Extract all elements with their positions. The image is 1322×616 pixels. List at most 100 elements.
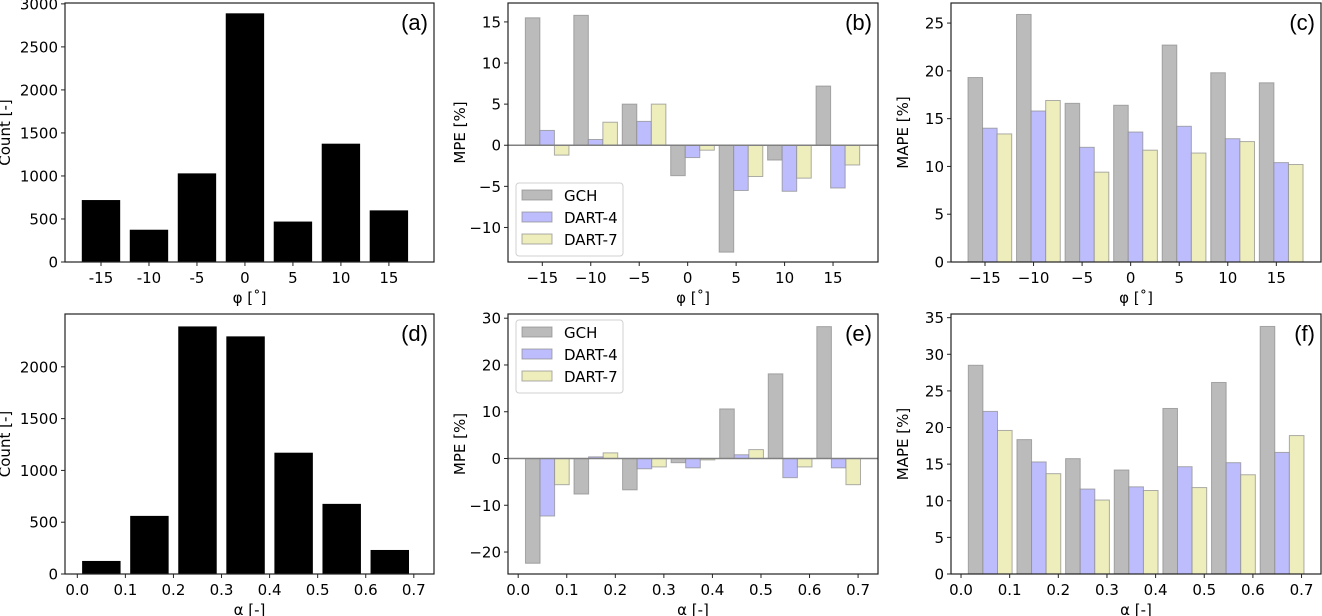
y-tick-label: 20	[925, 419, 944, 437]
y-tick-label: 15	[925, 110, 944, 128]
bar-f-dart-4-4	[1176, 466, 1193, 575]
bar-c-gch-2	[1064, 102, 1081, 263]
x-tick-label: -15	[89, 269, 114, 287]
y-axis-label: Count [-]	[0, 411, 14, 477]
panel-label: (b)	[845, 10, 872, 35]
y-tick-label: 2000	[20, 81, 58, 99]
bar-c-gch-3	[1113, 104, 1129, 263]
bar-b-gch-6	[815, 85, 832, 146]
x-tick-label: −5	[1071, 269, 1093, 287]
x-axis-label: α [-]	[677, 601, 709, 616]
bar-f-dart-7-4	[1191, 487, 1208, 575]
bar-d-4	[274, 452, 313, 574]
bar-f-gch-0	[967, 364, 984, 575]
x-tick-label: 0.3	[1095, 581, 1119, 599]
panel-label: (f)	[1294, 321, 1315, 346]
x-tick-label: 0	[240, 269, 250, 287]
bar-a-2	[177, 173, 217, 262]
y-tick-label: 10	[482, 403, 501, 421]
x-tick-label: 0.6	[1241, 581, 1265, 599]
y-tick-label: 0	[491, 137, 501, 155]
legend-swatch-dart-7	[521, 370, 553, 382]
panel-label: (c)	[1289, 10, 1315, 35]
x-tick-label: 0	[683, 269, 693, 287]
bar-c-dart-4-2	[1079, 146, 1095, 263]
x-tick-label: 5	[731, 269, 741, 287]
y-tick-label: −5	[479, 178, 501, 196]
panel-e: 0.0 0.1 0.2 0.3 0.4 0.5 0.6 0.7 −20 −10 0 10 20 30 α […	[451, 310, 879, 616]
x-tick-label: 0.3	[210, 581, 234, 599]
legend-swatch-gch	[521, 189, 553, 201]
y-tick-label: 1000	[20, 462, 58, 480]
bar-c-dart-7-2	[1093, 171, 1110, 263]
bar-b-dart-4-6	[830, 144, 846, 189]
x-tick-label: 0.0	[65, 581, 89, 599]
x-tick-label: 0.1	[998, 581, 1022, 599]
axes-frame	[507, 313, 879, 575]
bar-e-gch-5	[767, 373, 784, 459]
bar-e-dart-7-6	[845, 457, 862, 486]
x-tick-label: 0.2	[1046, 581, 1070, 599]
y-tick-label: 2500	[20, 38, 58, 56]
bar-c-gch-4	[1161, 44, 1178, 263]
x-tick-label: 0.7	[1290, 581, 1314, 599]
bar-f-dart-4-3	[1128, 486, 1144, 575]
bar-e-dart-4-6	[830, 457, 847, 469]
bar-e-dart-4-0	[539, 457, 556, 517]
bar-b-dart-4-2	[636, 120, 652, 146]
bar-d-2	[178, 326, 217, 574]
bar-e-gch-2	[622, 457, 638, 491]
bar-b-dart-4-3	[684, 144, 701, 159]
bar-e-dart-7-0	[554, 457, 570, 486]
bar-c-dart-7-1	[1045, 99, 1061, 263]
legend-swatch-gch	[521, 326, 553, 338]
bar-f-dart-4-1	[1031, 461, 1047, 575]
bar-f-gch-1	[1016, 439, 1033, 575]
x-tick-label: 15	[379, 269, 398, 287]
bar-b-gch-5	[767, 144, 783, 161]
y-axis-label: MPE [%]	[451, 101, 469, 163]
bar-f-dart-4-6	[1274, 451, 1290, 575]
legend-swatch-dart-4	[521, 348, 553, 360]
y-tick-label: 25	[925, 382, 944, 400]
x-tick-label: 0.0	[949, 581, 973, 599]
bar-b-dart-4-1	[587, 138, 604, 146]
bar-c-gch-6	[1258, 82, 1275, 263]
y-tick-label: 0	[48, 254, 58, 272]
bar-c-dart-7-5	[1239, 141, 1255, 263]
bar-a-6	[369, 210, 409, 262]
x-tick-label: 10	[331, 269, 350, 287]
bar-b-dart-7-0	[553, 144, 570, 156]
bar-f-gch-4	[1162, 407, 1178, 575]
legend-label-gch: GCH	[564, 187, 597, 205]
bar-b-gch-2	[621, 103, 638, 146]
x-tick-label: 0	[1126, 269, 1136, 287]
bar-b-dart-7-5	[796, 144, 812, 179]
y-tick-label: 15	[482, 13, 501, 31]
bar-c-dart-7-3	[1142, 149, 1158, 263]
y-tick-label: 0	[491, 450, 501, 468]
y-tick-label: 0	[934, 566, 944, 584]
bar-c-dart-4-0	[982, 127, 998, 263]
x-tick-label: 0.4	[700, 581, 724, 599]
bar-f-dart-4-2	[1079, 488, 1096, 575]
x-tick-label: 0.6	[354, 581, 378, 599]
y-tick-label: 25	[925, 15, 944, 33]
x-tick-label: 0.5	[1192, 581, 1216, 599]
x-tick-label: 0.4	[258, 581, 282, 599]
x-tick-label: −5	[628, 269, 650, 287]
x-tick-label: 0.7	[402, 581, 426, 599]
bar-c-dart-4-1	[1030, 110, 1047, 263]
y-tick-label: 10	[925, 158, 944, 176]
y-tick-label: 20	[925, 62, 944, 80]
bar-a-3	[225, 13, 265, 263]
x-axis-label: φ [˚]	[676, 289, 710, 307]
bar-b-dart-7-2	[650, 103, 667, 146]
bar-c-gch-5	[1210, 72, 1226, 263]
legend-label-gch: GCH	[564, 324, 597, 342]
x-tick-label: 15	[823, 269, 842, 287]
bar-f-dart-4-5	[1225, 462, 1242, 575]
bar-a-5	[321, 143, 361, 262]
y-tick-label: 5	[934, 529, 944, 547]
x-tick-label: 0.5	[749, 581, 773, 599]
